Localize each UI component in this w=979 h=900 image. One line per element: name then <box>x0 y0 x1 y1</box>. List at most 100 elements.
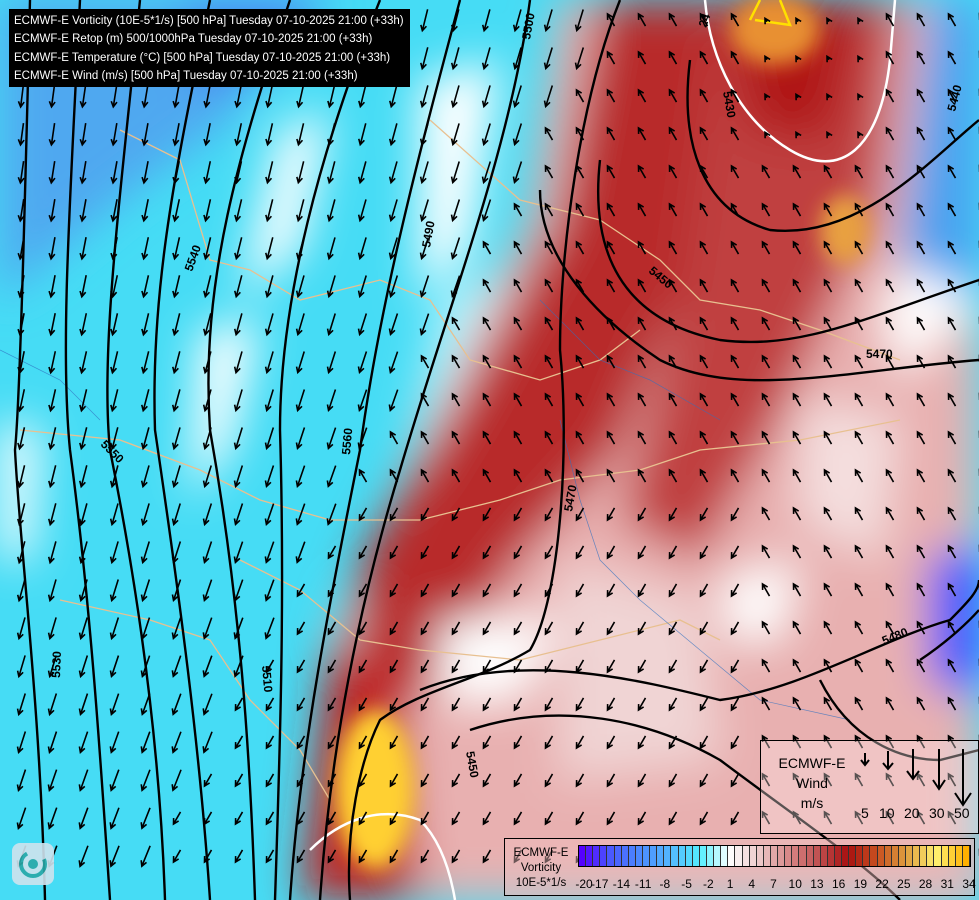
wind-arrow <box>17 160 25 185</box>
wind-arrow <box>171 465 181 489</box>
wind-arrow <box>482 621 492 636</box>
wind-arrow <box>234 85 242 109</box>
colorbar-cell <box>650 846 658 866</box>
colorbar-cell <box>699 846 707 866</box>
wind-arrow <box>885 734 895 749</box>
wind-arrow <box>264 465 275 489</box>
wind-arrow <box>730 202 740 217</box>
wind-arrow <box>854 772 864 787</box>
colorbar-tick-label: -14 <box>612 877 631 891</box>
wind-arrow <box>544 354 554 369</box>
wind-arrow <box>388 199 398 223</box>
wind-arrow <box>823 544 833 559</box>
wind-arrow <box>947 88 957 103</box>
wind-arrow <box>110 351 119 375</box>
wind-arrow <box>916 810 926 825</box>
colorbar-cell <box>941 846 949 866</box>
colorbar-cell <box>671 846 679 866</box>
wind-arrow <box>826 92 833 101</box>
colorbar-cell <box>721 846 729 866</box>
wind-arrow <box>327 161 336 185</box>
wind-arrow <box>823 620 833 635</box>
wind-arrow <box>482 583 492 598</box>
wind-arrow <box>730 697 740 712</box>
colorbar-cell <box>593 846 601 866</box>
wind-arrow <box>450 237 461 261</box>
colorbar-cell <box>642 846 651 866</box>
colorbar-cell <box>785 846 793 866</box>
wind-arrow <box>16 807 27 830</box>
wind-arrow <box>668 811 678 826</box>
wind-arrow <box>792 392 802 407</box>
wind-arrow <box>172 313 181 337</box>
wind-arrow <box>854 278 864 293</box>
contour-label: 5450 <box>463 750 481 779</box>
wind-arrow <box>203 237 212 261</box>
wind-arrow <box>296 773 306 788</box>
wind-arrow <box>296 583 306 598</box>
wind-arrow <box>141 161 149 185</box>
wind-arrow <box>202 655 213 678</box>
colorbar-cell <box>906 846 914 866</box>
wind-arrow <box>203 199 212 223</box>
wind-arrow <box>451 773 461 788</box>
wind-arrow <box>357 313 368 337</box>
wind-arrow <box>171 693 182 716</box>
wind-arrow <box>48 199 56 223</box>
wind-arrow <box>79 427 88 451</box>
wind-arrow <box>48 313 56 337</box>
wind-arrow <box>730 88 740 103</box>
wind-arrow <box>854 202 864 217</box>
wind-arrow <box>482 811 492 826</box>
contour-label: 5490 <box>419 219 437 248</box>
wind-arrow <box>109 427 119 451</box>
wind-arrow <box>730 735 740 750</box>
wind-arrow <box>265 123 274 147</box>
wind-arrow <box>327 583 337 598</box>
wind-arrow <box>575 88 585 103</box>
wind-arrow <box>730 316 740 331</box>
wind-arrow <box>389 697 399 712</box>
wind-arrow <box>265 199 274 223</box>
wind-arrow <box>79 84 87 109</box>
wind-arrow <box>110 389 119 413</box>
wind-arrow <box>544 278 554 293</box>
colorbar-cell <box>756 846 764 866</box>
wind-arrow <box>544 240 554 255</box>
wind-arrow <box>295 503 306 526</box>
title-retop: ECMWF-E Retop (m) 500/1000hPa Tuesday 07… <box>14 33 373 46</box>
wind-legend-value: 10 <box>879 805 895 821</box>
wind-arrow <box>857 130 864 139</box>
wind-arrow <box>264 389 274 413</box>
wind-arrow <box>637 545 647 560</box>
wind-arrow <box>761 164 771 179</box>
wind-arrow <box>202 731 213 754</box>
wind-arrow <box>17 84 25 109</box>
wind-arrow <box>544 430 554 445</box>
wind-arrow <box>823 392 833 407</box>
wind-arrow <box>512 123 523 147</box>
wind-arrow <box>110 313 119 337</box>
wind-arrow <box>110 199 118 223</box>
wind-arrow <box>826 16 833 25</box>
wind-arrow <box>575 468 585 483</box>
wind-arrow <box>389 507 399 522</box>
wind-arrow <box>795 92 802 101</box>
logo <box>12 843 54 885</box>
wind-arrow <box>606 659 616 674</box>
wind-arrow <box>172 85 180 109</box>
wind-arrow <box>606 202 616 217</box>
wind-arrow <box>823 240 833 255</box>
wind-arrow <box>109 731 120 754</box>
wind-arrow <box>79 313 88 337</box>
wind-arrow <box>795 54 802 63</box>
wind-arrow <box>637 430 647 445</box>
wind-arrow <box>172 199 181 223</box>
wind-arrow <box>109 579 120 603</box>
wind-arrow <box>358 507 368 522</box>
wind-arrow <box>358 621 368 636</box>
wind-arrow <box>668 354 678 369</box>
wind-arrow <box>202 465 212 489</box>
wind-arrow <box>606 621 616 636</box>
